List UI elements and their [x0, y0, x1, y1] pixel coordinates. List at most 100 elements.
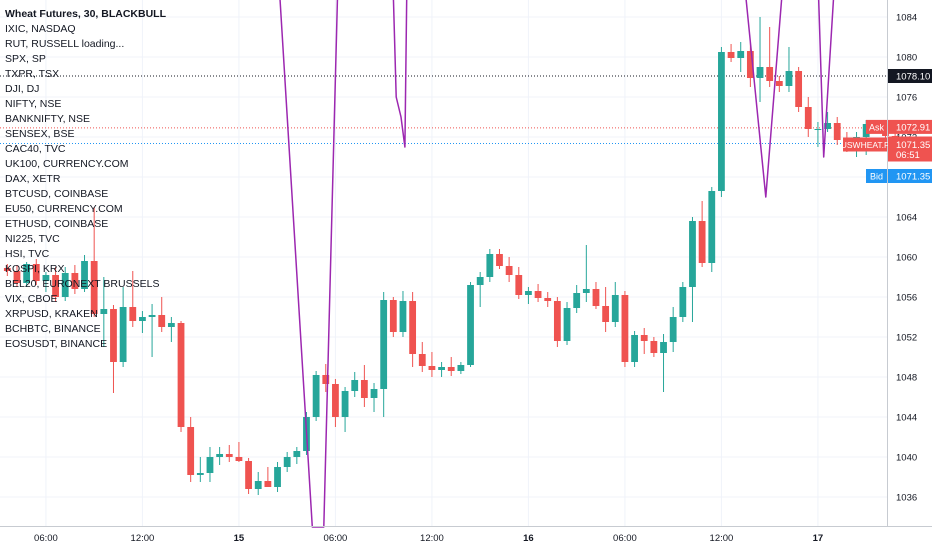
candle: [804, 97, 812, 137]
candle-body: [447, 367, 455, 371]
candle: [61, 267, 69, 301]
candle-body: [90, 261, 98, 314]
ask-price-tag-value-bg: [888, 119, 932, 134]
candle: [110, 305, 117, 393]
candle: [737, 42, 745, 72]
bid-price-tag-value: 1071.35: [896, 172, 930, 183]
candle-body: [563, 308, 571, 341]
y-tick-label: 1036: [896, 493, 917, 504]
candle-body: [409, 301, 417, 354]
candle: [32, 259, 40, 285]
legend-symbol[interactable]: EOSUSDT, BINANCE: [5, 338, 108, 350]
legend-symbol[interactable]: SPX, SP: [5, 53, 46, 65]
candle: [360, 365, 368, 407]
candle: [795, 67, 803, 112]
legend-symbol[interactable]: CAC40, TVC: [5, 143, 66, 155]
candle: [467, 282, 474, 367]
candle-body: [235, 457, 243, 461]
legend-symbol[interactable]: UK100, CURRENCY.COM: [5, 158, 129, 170]
candle: [264, 467, 272, 487]
candle: [563, 302, 571, 345]
candle: [534, 284, 542, 302]
legend-symbol[interactable]: DJI, DJ: [5, 83, 40, 95]
legend-symbol[interactable]: BCHBTC, BINANCE: [5, 323, 101, 335]
candle-body: [196, 473, 204, 475]
legend-symbol[interactable]: BTCUSD, COINBASE: [5, 188, 109, 200]
x-tick-label: 06:00: [613, 533, 637, 544]
candle: [640, 328, 648, 354]
candle-body: [814, 129, 822, 130]
candle-body: [13, 271, 21, 283]
candle-body: [177, 323, 185, 427]
legend-symbol[interactable]: NIFTY, NSE: [5, 98, 62, 110]
candle-body: [486, 254, 494, 277]
y-tick-label: 1044: [896, 413, 917, 424]
candle-body: [254, 481, 262, 489]
candle-body: [592, 289, 600, 306]
candle: [438, 362, 445, 377]
candle: [216, 447, 224, 465]
bid-price-tag-label-bg: [866, 169, 887, 183]
y-tick-label: 1060: [896, 253, 917, 264]
candle: [621, 291, 629, 367]
candle-body: [245, 461, 252, 489]
bid-price-tag-value-bg: [888, 169, 932, 183]
candle: [332, 379, 339, 427]
candle: [756, 17, 764, 102]
x-tick-label: 15: [234, 533, 245, 544]
candle-body: [824, 123, 831, 129]
legend-symbol[interactable]: VIX, CBOE: [5, 293, 58, 305]
x-tick-label: 06:00: [324, 533, 348, 544]
legend-symbol[interactable]: IXIC, NASDAQ: [5, 23, 76, 35]
candle: [669, 307, 677, 352]
legend-symbol[interactable]: TXPR, TSX: [5, 68, 60, 80]
candle-body: [737, 51, 745, 58]
candle-body: [669, 317, 677, 342]
candle: [254, 472, 262, 495]
candle-body: [399, 301, 407, 332]
legend-symbol[interactable]: ETHUSD, COINBASE: [5, 218, 109, 230]
legend-symbol[interactable]: BEL20, EURONEXT BRUSSELS: [5, 278, 160, 290]
candle-body: [727, 52, 735, 58]
x-axis-ticks: 06:00 12:00 15 06:00 12:00 16 06:00 12:00 17: [34, 533, 823, 544]
price-lines: [0, 75, 887, 144]
legend-symbol[interactable]: HSI, TVC: [5, 248, 50, 260]
legend-symbol[interactable]: XRPUSD, KRAKEN: [5, 308, 98, 320]
candle-body: [42, 275, 50, 281]
candle-body: [206, 457, 214, 473]
candle-body: [225, 454, 233, 457]
candle-body: [274, 467, 281, 487]
legend-symbol[interactable]: NI225, TVC: [5, 233, 60, 245]
candle: [650, 337, 658, 357]
legend-symbol[interactable]: BANKNIFTY, NSE: [5, 113, 90, 125]
y-tick-label: 1080: [896, 53, 917, 64]
candle: [476, 272, 484, 307]
legend-symbol[interactable]: EU50, CURRENCY.COM: [5, 203, 123, 215]
ask-price-tag-label: Ask: [869, 122, 885, 132]
candle-body: [341, 391, 349, 417]
x-tick-label: 12:00: [420, 533, 444, 544]
candle: [698, 201, 706, 267]
candle-body: [129, 307, 137, 321]
candle: [167, 317, 175, 342]
legend-symbol[interactable]: DAX, XETR: [5, 173, 61, 185]
legend-symbol[interactable]: SENSEX, BSE: [5, 128, 75, 140]
bid-price-tag-label: Bid: [870, 172, 883, 182]
candle: [766, 27, 774, 87]
candle: [660, 334, 667, 392]
bid-price-tag: Bid 1071.35: [866, 169, 932, 183]
candle: [71, 265, 79, 294]
candle: [496, 249, 503, 269]
candle-body: [544, 298, 552, 301]
candle: [293, 447, 301, 464]
candle: [100, 277, 108, 347]
candle: [13, 265, 21, 287]
candle-body: [746, 51, 754, 78]
candle: [196, 457, 204, 482]
dji-price-tag: 1078.10: [888, 69, 932, 83]
legend-symbol[interactable]: KOSPI, KRX: [5, 263, 65, 275]
candle-body: [332, 384, 339, 417]
legend-symbol[interactable]: RUT, RUSSELL loading...: [5, 38, 125, 50]
